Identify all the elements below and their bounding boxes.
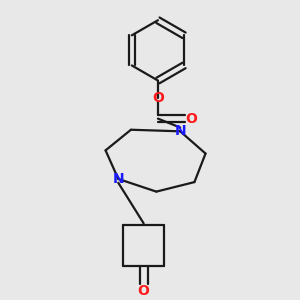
Text: O: O (138, 284, 150, 298)
Text: O: O (185, 112, 197, 126)
Text: N: N (112, 172, 124, 186)
Text: O: O (152, 91, 164, 105)
Text: N: N (174, 124, 186, 138)
